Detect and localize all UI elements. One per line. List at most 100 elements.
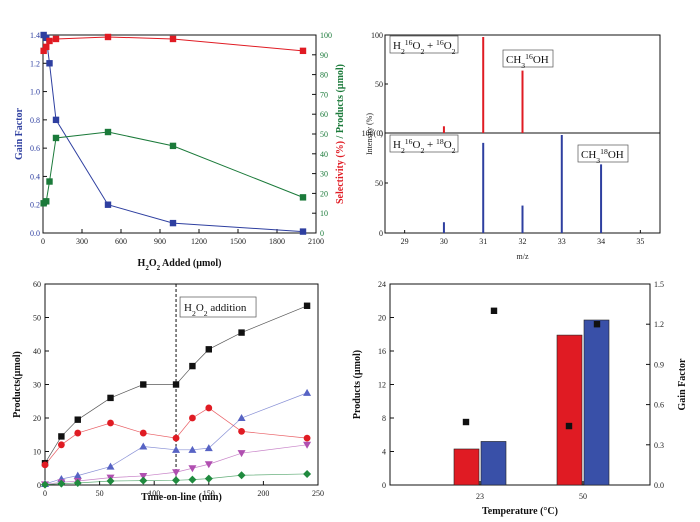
data-point-c-triangle — [106, 462, 115, 470]
y-left-tick-label-d: 20 — [378, 314, 386, 323]
x-axis-title-d: Temperature (°C) — [482, 506, 558, 517]
x-tick-label-c: 200 — [257, 489, 269, 498]
x-tick-label-c: 50 — [96, 489, 104, 498]
data-point-c-triangle — [172, 445, 181, 453]
data-point-c-triangle — [73, 471, 82, 479]
data-point-c-circle — [41, 461, 49, 469]
data-point-a-red — [169, 35, 177, 43]
data-point-a-blue — [299, 228, 307, 235]
data-point-a-red — [52, 35, 60, 43]
y-right-tick-label-a: 10 — [320, 209, 328, 218]
bar-d-barblue — [480, 441, 507, 486]
y-tick-label-b-bottom: 0 — [379, 229, 383, 238]
x-tick-label-a: 900 — [154, 237, 166, 246]
y-right-axis-title-d: Gain Factor — [677, 358, 688, 410]
data-point-c-square — [205, 346, 212, 353]
y-tick-label-c: 30 — [33, 381, 41, 390]
data-point-a-blue — [46, 60, 53, 67]
annotation-b-bottom: CH318OH — [581, 147, 624, 165]
y-tick-label-b-top: 50 — [375, 80, 383, 89]
data-point-c-square — [189, 362, 196, 370]
data-point-a-red — [299, 47, 307, 55]
y-tick-label-c: 60 — [33, 280, 41, 289]
data-point-a-green — [52, 134, 60, 142]
data-point-a-blue — [169, 219, 177, 227]
data-point-c-triangle-down — [188, 465, 197, 473]
y-tick-label-c: 10 — [33, 448, 41, 457]
y-tick-label-c: 40 — [33, 347, 41, 356]
x-tick-label-b: 30 — [440, 237, 448, 246]
x-tick-label-b: 35 — [636, 237, 644, 246]
data-point-a-red — [46, 37, 53, 45]
data-point-c-diamond — [139, 476, 148, 485]
plot-frame-d — [389, 283, 651, 486]
data-point-c-circle — [139, 429, 147, 437]
data-point-c-square — [172, 381, 180, 388]
plot-frame-a — [42, 34, 317, 234]
bar-d-red — [453, 448, 480, 486]
series-line-c-circle — [44, 407, 308, 466]
x-tick-label-a: 1800 — [269, 237, 285, 246]
data-point-c-square — [58, 433, 65, 440]
series-line-c-diamond — [44, 473, 308, 486]
data-point-c-triangle — [139, 442, 148, 450]
data-point-a-blue — [52, 116, 60, 124]
y-left-axis-title-a: Gain Factor — [14, 107, 25, 159]
y-axis-title-b: Intensity (%) — [365, 113, 374, 155]
y-tick-label-b-bottom: 100(0) — [362, 129, 384, 138]
data-point-c-diamond — [303, 469, 312, 478]
data-point-c-triangle-down — [139, 472, 148, 480]
y-right-tick-label-d: 0.9 — [654, 360, 664, 369]
series-line-c-square — [44, 305, 308, 464]
data-point-c-triangle — [303, 388, 312, 396]
annotation-box-b-top — [502, 49, 554, 68]
data-point-c-triangle-down — [303, 441, 312, 449]
data-point-c-circle — [205, 404, 213, 412]
annotation-box-c — [179, 296, 257, 318]
gain-factor-point-d — [565, 422, 573, 430]
x-tick-label-d: 50 — [579, 492, 587, 501]
data-point-a-blue — [43, 34, 50, 42]
series-line-c-triangle-down — [44, 444, 308, 485]
data-point-c-square — [74, 416, 81, 423]
y-right-tick-label-a: 60 — [320, 110, 328, 119]
x-tick-label-c: 150 — [203, 489, 215, 498]
gain-factor-point-d — [490, 307, 498, 314]
x-tick-label-a: 600 — [115, 237, 127, 246]
data-point-c-diamond — [188, 475, 197, 484]
annotation-c: H2O2 addition — [184, 302, 247, 318]
x-tick-label-a: 300 — [76, 237, 88, 246]
y-left-tick-label-d: 0 — [382, 481, 386, 490]
annotation-box-b-bottom — [577, 144, 629, 163]
y-right-tick-label-d: 1.5 — [654, 280, 664, 289]
legend-box-b-bottom — [389, 134, 459, 153]
data-point-c-triangle-down — [204, 461, 213, 469]
x-tick-label-d: 23 — [476, 492, 484, 501]
x-tick-label-a: 1200 — [191, 237, 207, 246]
y-left-tick-label-a: 0.0 — [30, 229, 40, 238]
y-left-tick-label-a: 1.0 — [30, 88, 40, 97]
y-right-tick-label-a: 70 — [320, 90, 328, 99]
data-point-c-triangle-down — [237, 450, 246, 458]
data-point-a-red — [43, 43, 50, 51]
x-axis-title-b: m/z — [517, 252, 529, 261]
y-right-tick-label-a: 90 — [320, 51, 328, 60]
gain-factor-point-d — [462, 418, 470, 426]
y-left-tick-label-a: 1.4 — [30, 31, 40, 40]
data-point-c-triangle — [237, 414, 246, 421]
legend-box-b-top — [389, 35, 459, 54]
data-point-a-green — [46, 178, 53, 185]
y-right-tick-label-a: 50 — [320, 130, 328, 139]
x-tick-label-a: 2100 — [308, 237, 324, 246]
data-point-a-green — [299, 194, 307, 201]
data-point-c-circle — [172, 434, 180, 442]
y-right-tick-label-a: 100 — [320, 31, 332, 40]
annotation-b-top: CH316OH — [506, 52, 549, 70]
data-point-c-circle — [303, 434, 311, 442]
data-point-a-green — [169, 142, 177, 150]
data-point-c-circle — [189, 414, 196, 422]
data-point-c-diamond — [57, 479, 66, 488]
chart-c: 0 50 100 150 200 250 0 10 20 30 40 50 60 H2O2 additio… — [12, 280, 324, 503]
data-point-c-square — [140, 381, 147, 388]
